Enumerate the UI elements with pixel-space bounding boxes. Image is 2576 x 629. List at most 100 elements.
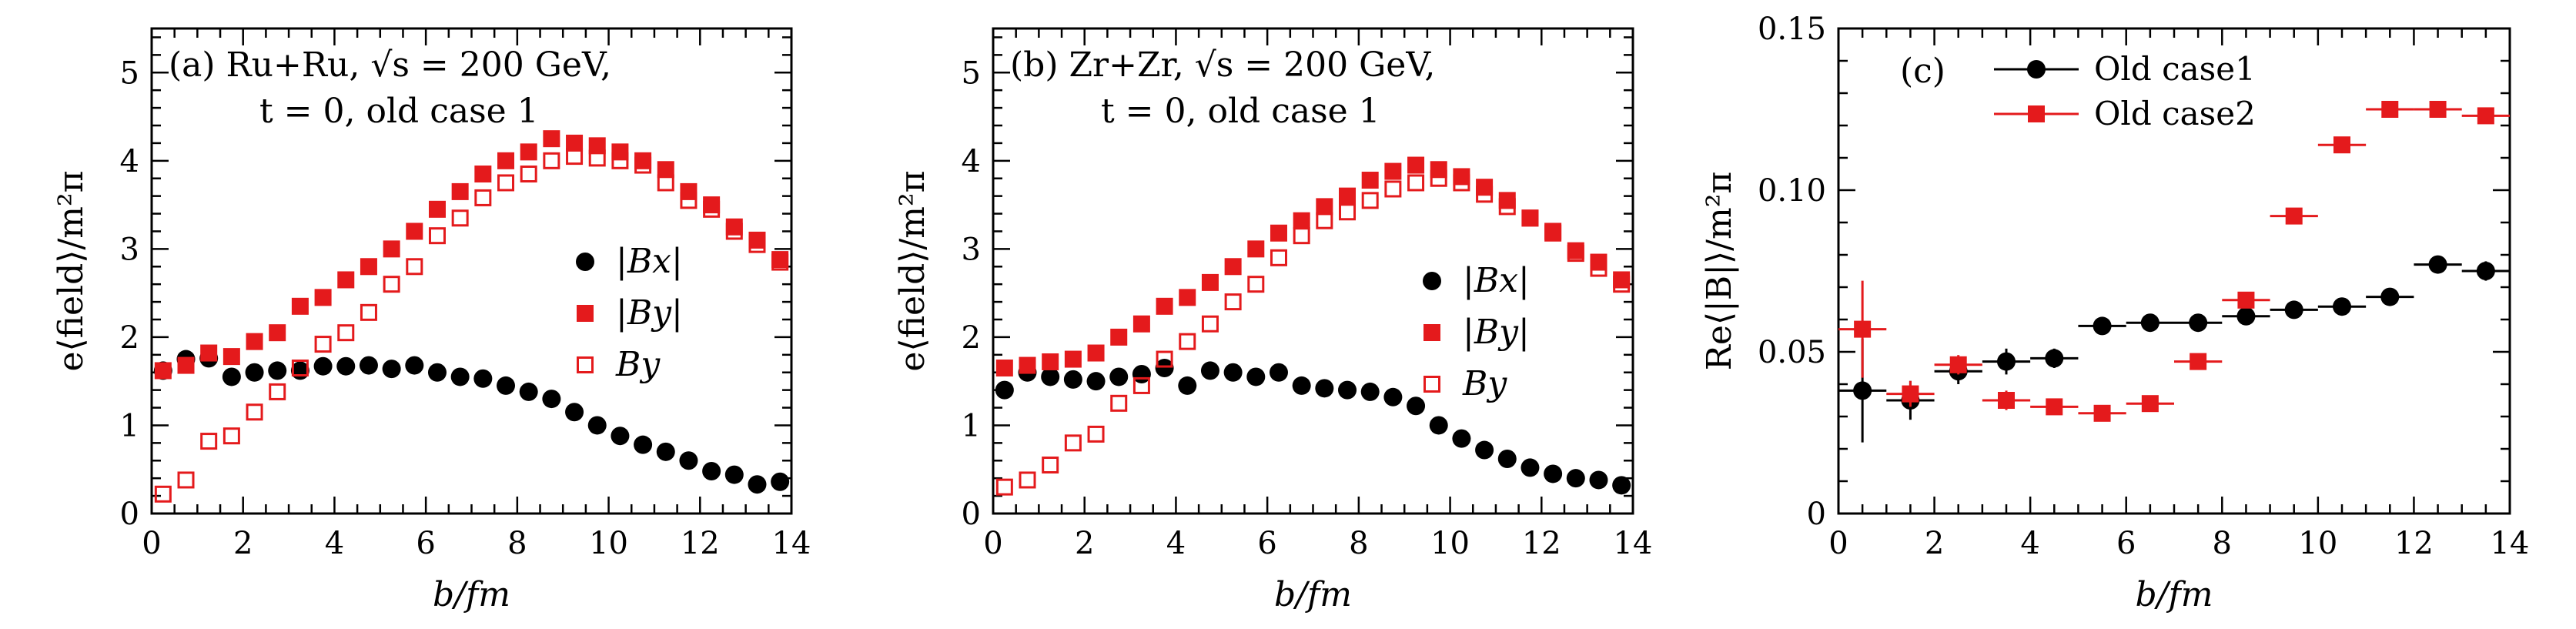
legend-label: By <box>615 345 661 384</box>
data-point <box>1567 242 1584 259</box>
data-point <box>246 333 263 350</box>
data-point <box>2380 287 2400 306</box>
x-tick-label: 0 <box>142 526 161 561</box>
data-point <box>1339 203 1357 221</box>
data-point <box>427 363 447 382</box>
data-point <box>474 189 492 206</box>
data-point <box>1270 224 1287 242</box>
data-point <box>1902 385 1919 403</box>
data-point <box>1853 381 1872 400</box>
data-point <box>1407 156 1425 174</box>
data-point <box>383 276 400 293</box>
data-point <box>2333 297 2351 316</box>
data-point <box>565 403 584 422</box>
data-point <box>543 130 560 148</box>
legend-marker <box>1423 376 1440 393</box>
y-tick-label: 1 <box>120 408 139 443</box>
legend-label: |Bx| <box>1463 261 1530 300</box>
data-point <box>1293 227 1310 245</box>
data-point <box>245 363 264 382</box>
y-tick-label: 5 <box>120 55 139 91</box>
data-point <box>314 289 332 306</box>
data-point <box>680 182 698 200</box>
data-point <box>269 324 286 342</box>
data-point <box>1453 174 1470 192</box>
data-point <box>1064 350 1082 368</box>
x-tick-label: 12 <box>2394 526 2434 561</box>
data-point <box>405 356 424 375</box>
data-point <box>656 442 675 461</box>
data-point <box>269 383 286 400</box>
data-point <box>1224 293 1242 311</box>
data-point <box>200 344 218 362</box>
data-point <box>1201 315 1219 333</box>
data-point <box>2476 262 2495 280</box>
x-tick-label: 10 <box>589 526 628 561</box>
data-point <box>748 231 766 249</box>
data-point <box>771 472 790 491</box>
data-point <box>1521 209 1539 227</box>
x-tick-label: 2 <box>1925 526 1944 561</box>
data-point <box>497 174 515 192</box>
data-point <box>542 390 561 409</box>
data-point <box>1019 471 1036 489</box>
data-point <box>1998 392 2015 409</box>
data-point <box>291 360 309 376</box>
legend-marker <box>2028 105 2045 122</box>
data-point <box>1292 376 1311 395</box>
data-point <box>222 348 240 366</box>
data-point <box>2237 291 2255 309</box>
data-point <box>1110 394 1128 412</box>
panel-title-line1: (a) Ru+Ru, √s = 200 GeV, <box>169 45 611 85</box>
x-tick-label: 8 <box>2213 526 2232 561</box>
data-point <box>1384 162 1402 180</box>
data-point <box>657 174 674 192</box>
data-point <box>2236 306 2256 326</box>
y-tick-label: 4 <box>962 144 981 179</box>
data-point <box>1521 458 1540 477</box>
data-point <box>702 462 721 481</box>
data-point <box>177 356 195 374</box>
x-tick-label: 10 <box>2298 526 2337 561</box>
data-point <box>588 149 606 167</box>
data-point <box>2093 316 2112 336</box>
data-point <box>428 200 446 218</box>
data-point <box>291 297 309 315</box>
x-tick-label: 2 <box>1075 526 1094 561</box>
panel-title-line2: t = 0, old case 1 <box>259 92 539 131</box>
x-tick-label: 4 <box>325 526 344 561</box>
data-point <box>360 258 377 276</box>
x-tick-label: 4 <box>1166 526 1186 561</box>
data-point <box>1156 297 1173 315</box>
data-point <box>1339 187 1357 205</box>
legend-label: Old case2 <box>2094 95 2256 132</box>
legend-label: By <box>1462 364 1507 403</box>
data-point <box>2190 353 2207 370</box>
panel-title-line1: (b) Zr+Zr, √s = 200 GeV, <box>1010 45 1435 85</box>
data-point <box>1498 198 1516 216</box>
data-point <box>246 403 263 421</box>
data-point <box>1041 367 1060 386</box>
data-point <box>222 367 241 386</box>
data-point <box>1475 440 1494 460</box>
data-point <box>566 148 584 166</box>
data-point <box>2381 101 2399 118</box>
data-point <box>1360 382 1380 401</box>
data-point <box>382 360 401 379</box>
data-point <box>1430 161 1447 179</box>
data-point <box>543 152 560 169</box>
x-tick-label: 6 <box>2116 526 2136 561</box>
series-bx <box>153 349 790 494</box>
data-point <box>337 324 355 342</box>
x-tick-label: 14 <box>2491 526 2530 561</box>
data-point <box>1566 469 1585 488</box>
data-point <box>1178 376 1197 395</box>
data-point <box>1087 425 1105 443</box>
data-point <box>520 143 537 161</box>
data-point <box>1109 367 1129 386</box>
data-point <box>1269 363 1288 382</box>
panel-title-line2: t = 0, old case 1 <box>1101 92 1380 131</box>
data-point <box>2284 300 2303 320</box>
data-point <box>680 192 698 209</box>
